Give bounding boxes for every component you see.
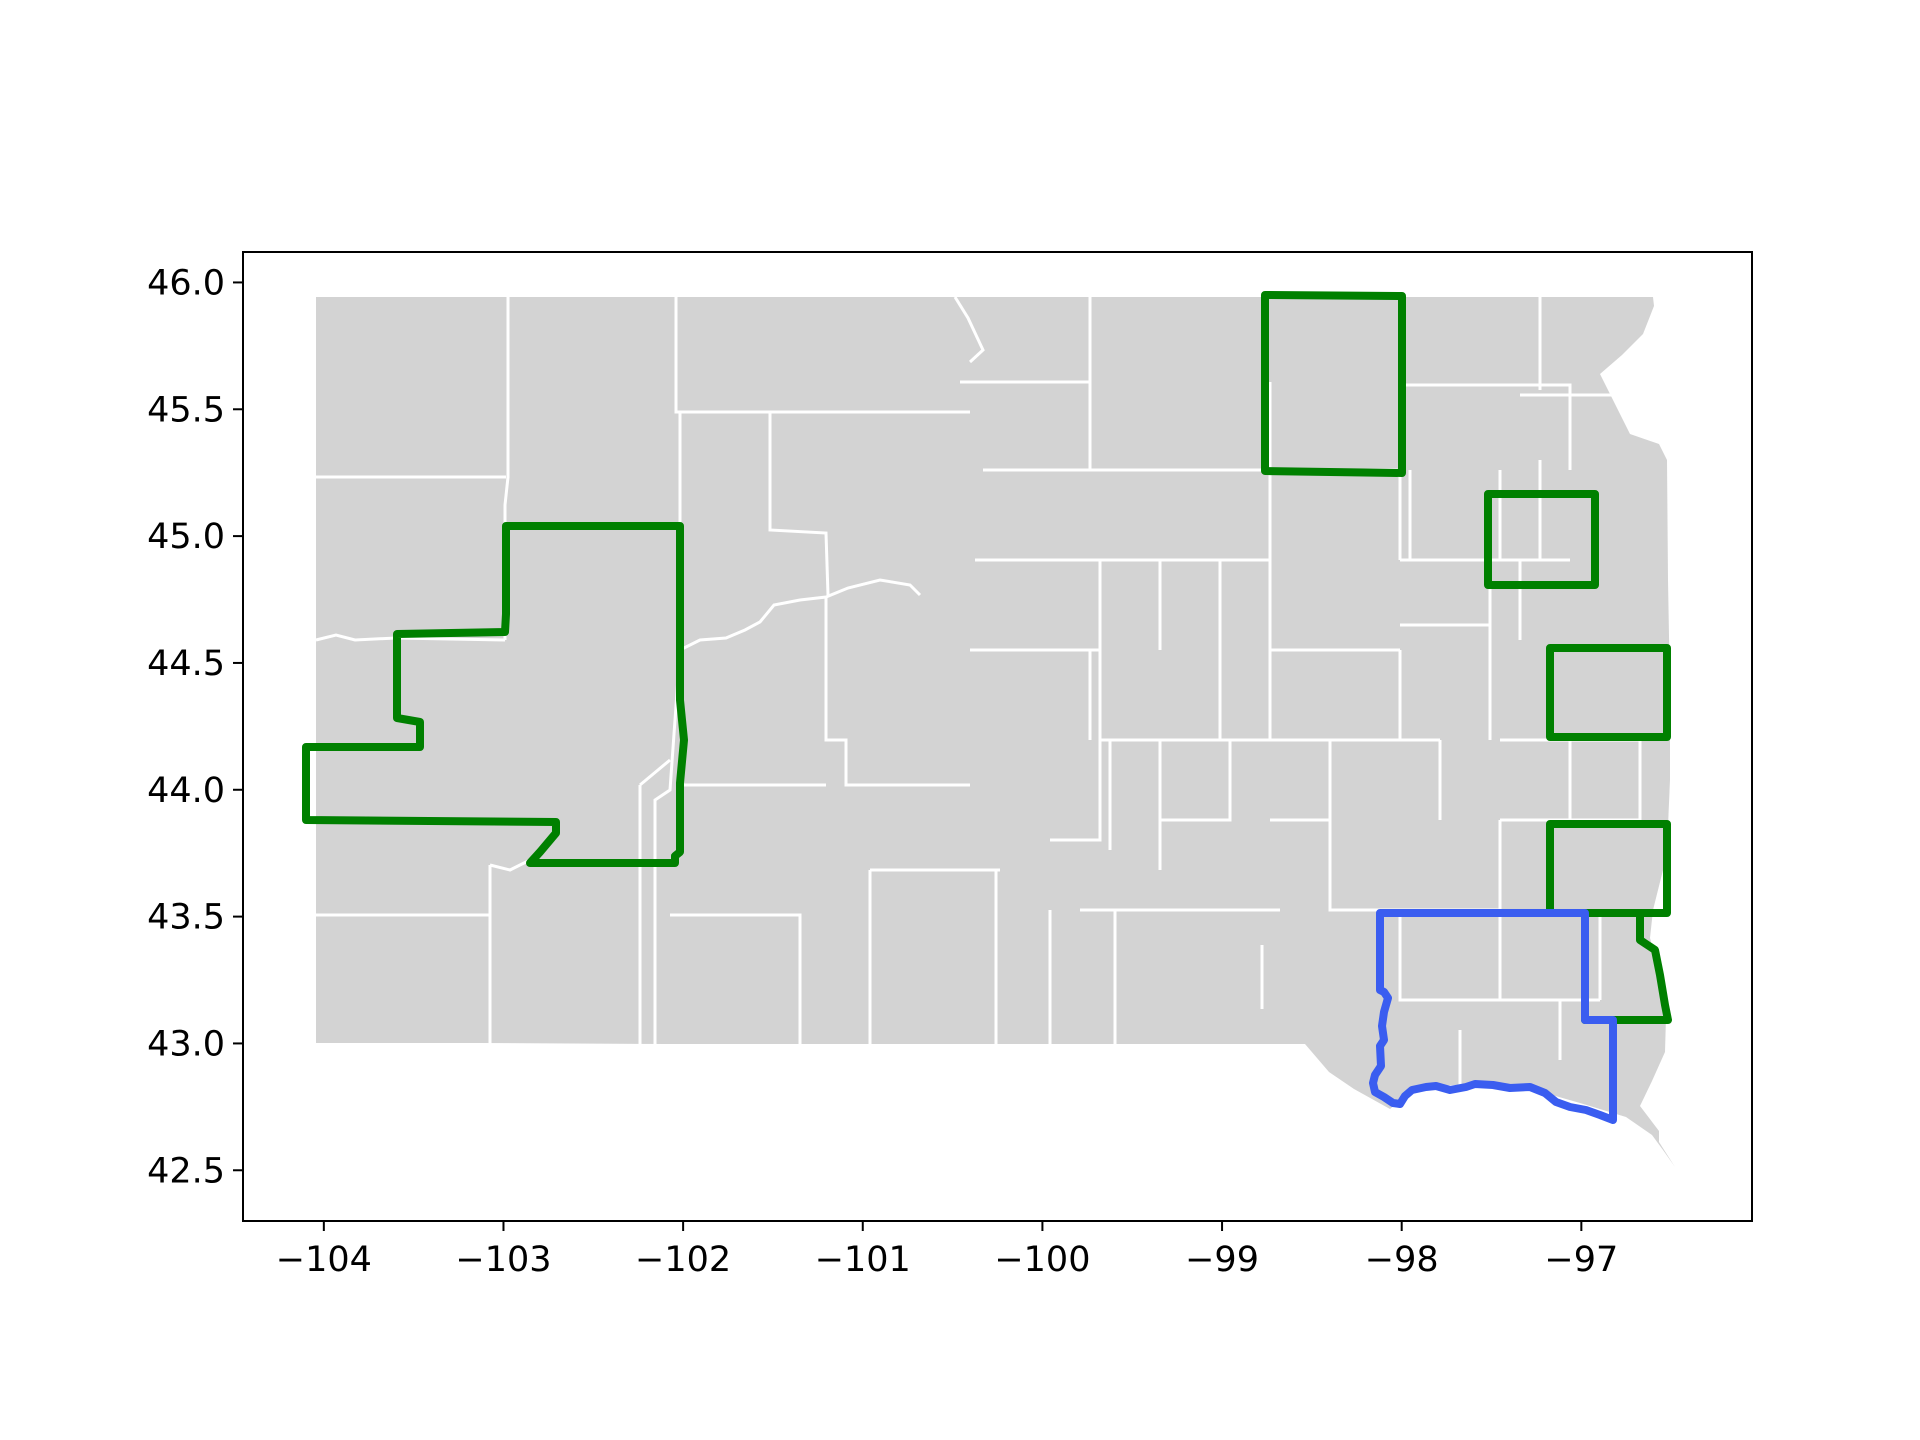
- county-border-line: [1088, 382, 1272, 472]
- y-tick-label: 42.5: [147, 1151, 225, 1191]
- x-tick-label: −99: [1185, 1240, 1259, 1280]
- x-axis-ticks: −104 −103 −102 −101 −100 −99 −98 −97: [276, 1221, 1618, 1280]
- y-axis-ticks: 42.5 43.0 43.5 44.0 44.5 45.0 45.5 46.0: [147, 263, 243, 1191]
- highlighted-county-green: [1261, 291, 1406, 477]
- highlighted-county-green: [1546, 820, 1671, 917]
- axes-frame: [242, 251, 1753, 1222]
- y-tick-label: 43.0: [147, 1024, 225, 1064]
- highlighted-county-green: [1581, 909, 1672, 1024]
- highlighted-county-green: [302, 522, 688, 867]
- county-border-line: [1398, 910, 1500, 1002]
- y-tick-label: 45.0: [147, 517, 225, 557]
- county-border-line: [489, 858, 531, 872]
- highlighted-county-blue: [1369, 909, 1617, 1124]
- highlighted-county-green: [1546, 644, 1671, 741]
- y-tick-label: 46.0: [147, 263, 225, 303]
- county-border-line: [824, 597, 970, 787]
- highlighted-county-green: [1484, 490, 1599, 589]
- highlighted-regions-green: [302, 291, 1672, 1024]
- county-borders: [315, 296, 1680, 1090]
- county-border-line: [1050, 740, 1102, 842]
- x-tick-label: −101: [815, 1240, 911, 1280]
- x-tick-label: −100: [994, 1240, 1090, 1280]
- county-border-line: [639, 758, 671, 787]
- x-tick-label: −102: [635, 1240, 731, 1280]
- x-tick-label: −103: [455, 1240, 551, 1280]
- county-border-line: [315, 633, 506, 642]
- x-tick-label: −104: [276, 1240, 372, 1280]
- x-tick-label: −98: [1365, 1240, 1439, 1280]
- plot-area: [302, 291, 1680, 1167]
- county-border-line: [1160, 740, 1232, 822]
- county-border-line: [653, 649, 682, 1044]
- county-border-line: [953, 296, 985, 364]
- county-border-line: [670, 913, 802, 1044]
- county-border-line: [679, 578, 922, 652]
- highlighted-region-blue: [1369, 909, 1617, 1124]
- y-tick-label: 44.5: [147, 644, 225, 684]
- y-tick-label: 45.5: [147, 390, 225, 430]
- y-tick-label: 44.0: [147, 771, 225, 811]
- county-border-line: [768, 412, 830, 596]
- x-tick-label: −97: [1544, 1240, 1618, 1280]
- y-tick-label: 43.5: [147, 898, 225, 938]
